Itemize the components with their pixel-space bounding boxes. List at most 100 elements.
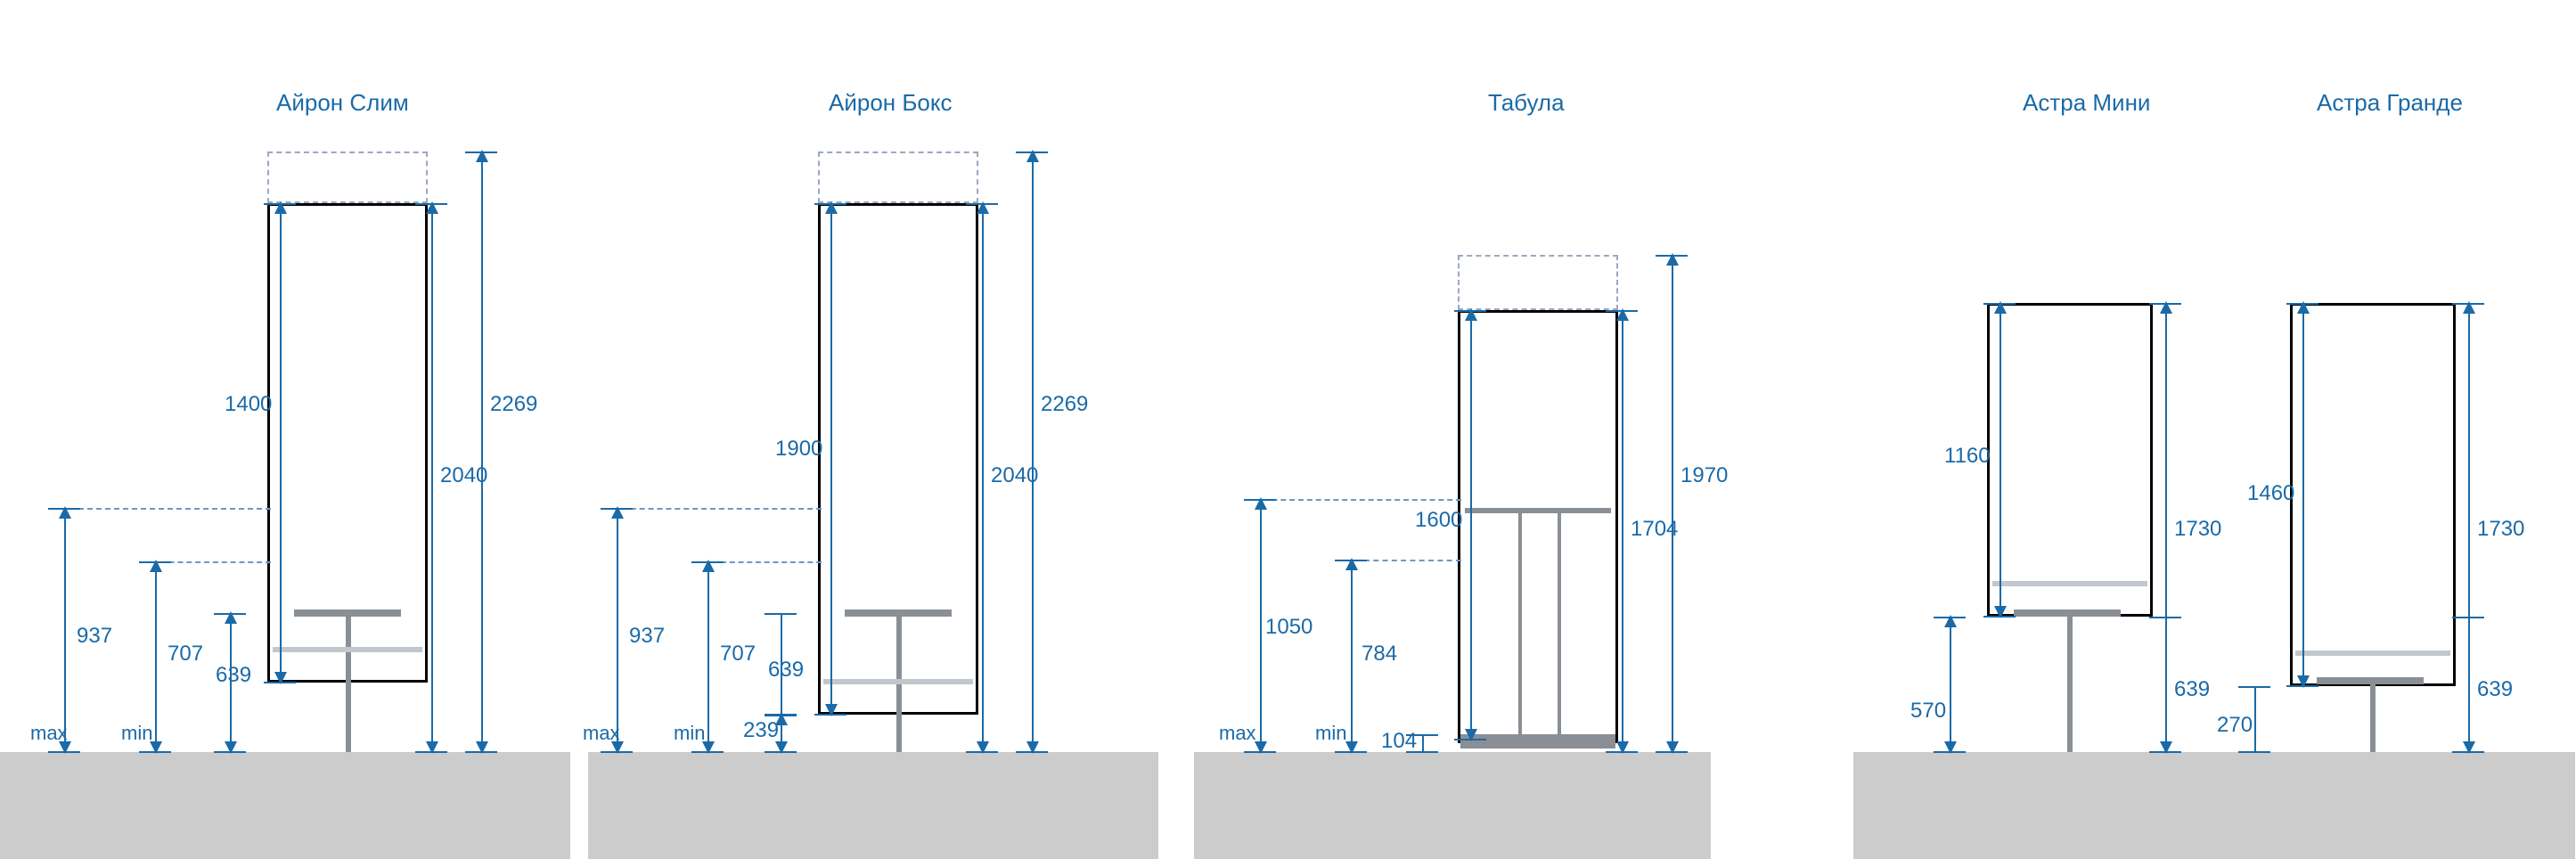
iron-box-dim-h707-line: [707, 561, 709, 752]
iron-box-dim-h639-tick-bot: [765, 714, 797, 716]
iron-slim-dim-h2269-label: 2269: [490, 392, 537, 417]
iron-box-dim-h707-tick-bot: [691, 751, 724, 753]
astra-mini-dim-h1160-line: [1999, 303, 2001, 617]
iron-box-dim-h1900-line: [830, 203, 832, 715]
iron-box-panel-dash: [818, 151, 978, 203]
iron-box-dim-h2269-line: [1032, 151, 1034, 752]
iron-slim-dim-h707-tick-bot: [139, 751, 171, 753]
tabula-dim-h104-label: 104: [1381, 729, 1417, 754]
iron-box-dim-h1900-label: 1900: [775, 437, 822, 462]
iron-slim-dim-h937-line: [64, 508, 66, 752]
astra-mini-dim-h639-tick-bot: [2149, 751, 2181, 753]
astra-mini-panel: [1987, 303, 2153, 617]
astra-grande-dim-h270-tick-top: [2238, 686, 2270, 688]
astra-mini-title: Астра Мини: [2023, 89, 2150, 117]
tabula-dim-h1050-line: [1260, 499, 1262, 752]
iron-slim-dim-h1400-tick-top: [264, 203, 296, 205]
iron-slim-dim-h707-min-label: min: [121, 722, 152, 745]
iron-box-dim-h937-tick-bot: [601, 751, 633, 753]
iron-box-dim-h639-tick-top: [765, 613, 797, 615]
tabula-dim-h1704-tick-top: [1606, 310, 1638, 312]
tabula-dim-h1600-label: 1600: [1415, 508, 1462, 533]
astra-mini-dim-h570-tick-bot: [1934, 751, 1966, 753]
astra-mini-post-cap: [2014, 609, 2121, 617]
astra-mini-dim-h639-line: [2165, 617, 2167, 752]
iron-box-dim-h937-label: 937: [629, 624, 665, 649]
tabula-inner-post-1: [1558, 511, 1561, 734]
iron-box-dim-h1900-tick-bot: [814, 714, 846, 716]
iron-slim-dim-h1400-line: [280, 203, 282, 683]
astra-grande-dim-h1460-tick-top: [2286, 303, 2318, 305]
iron-box-dim-h937-tick-top: [601, 508, 633, 510]
iron-slim-post: [346, 613, 351, 752]
tabula-dim-h1600-tick-bot: [1454, 739, 1486, 740]
iron-box-dim-h2269-tick-top: [1016, 151, 1048, 153]
astra-grande-panel: [2290, 303, 2456, 686]
tabula-dim-h1704-tick-bot: [1606, 751, 1638, 753]
iron-slim-dim-h707-tick-top: [139, 561, 171, 563]
iron-slim-panel-inner-line: [273, 647, 422, 652]
astra-mini-dim-h1730-label: 1730: [2174, 517, 2221, 542]
tabula-dim-h1600-line: [1470, 310, 1472, 740]
tabula-dim-h784-tick-bot: [1335, 751, 1367, 753]
iron-slim-dim-h1400-tick-bot: [264, 682, 296, 683]
astra-grande-dim-h1730-label: 1730: [2477, 517, 2524, 542]
tabula-hguide-max: [1246, 499, 1461, 501]
iron-slim-dim-h707-line: [155, 561, 157, 752]
tabula-dim-h1600-tick-top: [1454, 310, 1486, 312]
tabula-dim-h1050-tick-bot: [1244, 751, 1276, 753]
iron-box-dim-h239-tick-bot: [765, 751, 797, 753]
iron-slim-dim-h639-label: 639: [216, 663, 251, 688]
iron-slim-post-cap: [294, 609, 401, 617]
iron-box-dim-h2040-tick-top: [966, 203, 998, 205]
iron-box-title: Айрон Бокс: [829, 89, 953, 117]
astra-mini-dim-h570-label: 570: [1910, 699, 1946, 724]
astra-mini-dim-h1730-tick-top: [2149, 303, 2181, 305]
astra-grande-dim-h639-label: 639: [2477, 677, 2513, 702]
astra-grande-post-cap: [2317, 677, 2424, 684]
iron-box-dim-h2269-label: 2269: [1041, 392, 1088, 417]
iron-box-dim-h707-tick-top: [691, 561, 724, 563]
iron-slim-dim-h937-tick-top: [48, 508, 80, 510]
astra-mini-post: [2067, 615, 2073, 752]
ground-strip: [0, 752, 570, 859]
tabula-title: Табула: [1488, 89, 1565, 117]
astra-grande-dim-h639-tick-top: [2452, 617, 2484, 618]
astra-mini-dim-h570-tick-top: [1934, 617, 1966, 618]
astra-mini-panel-inner-line: [1992, 581, 2147, 586]
iron-box-hguide-max: [604, 508, 822, 510]
tabula-dim-h1704-line: [1622, 310, 1623, 752]
iron-box-dim-h639-label: 639: [768, 658, 804, 683]
iron-slim-dim-h937-tick-bot: [48, 751, 80, 753]
astra-mini-dim-h639-tick-top: [2149, 617, 2181, 618]
iron-slim-dim-h2269-line: [481, 151, 483, 752]
tabula-dim-h1050-label: 1050: [1265, 615, 1313, 640]
iron-slim-dim-h2040-line: [431, 203, 433, 752]
astra-grande-dim-h270-tick-bot: [2238, 751, 2270, 753]
iron-box-dim-h1900-tick-top: [814, 203, 846, 205]
iron-slim-title: Айрон Слим: [276, 89, 409, 117]
astra-grande-post: [2370, 683, 2376, 752]
tabula-dim-h1050-max-label: max: [1219, 722, 1256, 745]
tabula-dim-h1050-tick-top: [1244, 499, 1276, 501]
astra-grande-dim-h1460-line: [2302, 303, 2304, 686]
tabula-inner-post-0: [1518, 511, 1522, 734]
astra-grande-dim-h1460-label: 1460: [2247, 481, 2294, 506]
iron-slim-dim-h2040-tick-top: [415, 203, 447, 205]
iron-box-dim-h2269-tick-bot: [1016, 751, 1048, 753]
iron-box-dim-h239-label: 239: [743, 718, 779, 743]
iron-slim-dim-h1400-label: 1400: [225, 392, 272, 417]
tabula-panel-dash: [1458, 255, 1618, 310]
astra-grande-dim-h639-tick-bot: [2452, 751, 2484, 753]
iron-slim-dim-h2040-tick-bot: [415, 751, 447, 753]
iron-box-dim-h707-min-label: min: [674, 722, 705, 745]
diagram-stage: Айрон Слим140020402269937max707min639Айр…: [0, 0, 2576, 859]
iron-slim-dim-h937-max-label: max: [30, 722, 68, 745]
tabula-dim-h784-tick-top: [1335, 560, 1367, 561]
astra-grande-panel-inner-line: [2295, 650, 2450, 656]
astra-mini-dim-h570-line: [1950, 617, 1951, 752]
iron-slim-panel-dash: [267, 151, 428, 203]
iron-slim-hguide-max: [52, 508, 271, 510]
tabula-dim-h1970-line: [1672, 255, 1673, 752]
iron-box-dim-h937-max-label: max: [583, 722, 620, 745]
